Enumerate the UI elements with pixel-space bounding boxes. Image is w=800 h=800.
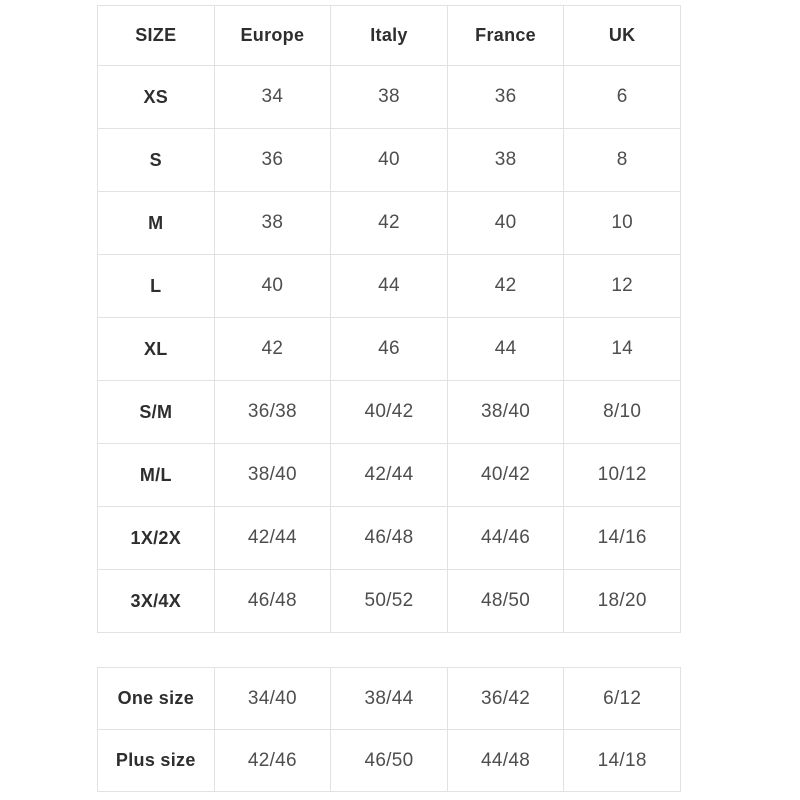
- cell-uk: 18/20: [563, 569, 681, 633]
- column-header-size: SIZE: [97, 5, 215, 66]
- column-header-italy: Italy: [330, 5, 448, 66]
- cell-europe: 36/38: [213, 380, 332, 444]
- row-label: One size: [97, 667, 215, 730]
- row-label: XL: [97, 317, 215, 381]
- cell-france: 44/46: [446, 506, 565, 570]
- cell-italy: 44: [330, 254, 448, 318]
- table-row-s: S 36 40 38 8: [97, 128, 681, 192]
- cell-france: 36: [446, 65, 565, 129]
- table-row-xs: XS 34 38 36 6: [97, 65, 681, 129]
- cell-france: 38: [446, 128, 565, 192]
- table-row-3x-4x: 3X/4X 46/48 50/52 48/50 18/20: [97, 569, 681, 633]
- cell-italy: 50/52: [330, 569, 448, 633]
- cell-uk: 14/18: [563, 729, 681, 792]
- cell-france: 44/48: [446, 729, 565, 792]
- column-header-france: France: [446, 5, 565, 66]
- cell-italy: 38/44: [330, 667, 448, 730]
- cell-uk: 8/10: [563, 380, 681, 444]
- cell-france: 38/40: [446, 380, 565, 444]
- cell-europe: 38/40: [213, 443, 332, 507]
- row-label: L: [97, 254, 215, 318]
- row-label: M/L: [97, 443, 215, 507]
- cell-uk: 6: [563, 65, 681, 129]
- cell-europe: 42/44: [213, 506, 332, 570]
- cell-italy: 46/50: [330, 729, 448, 792]
- cell-france: 40/42: [446, 443, 565, 507]
- cell-france: 40: [446, 191, 565, 255]
- row-label: 3X/4X: [97, 569, 215, 633]
- table-row-plus-size: Plus size 42/46 46/50 44/48 14/18: [97, 729, 681, 792]
- row-label: M: [97, 191, 215, 255]
- row-label: 1X/2X: [97, 506, 215, 570]
- cell-france: 44: [446, 317, 565, 381]
- cell-italy: 40: [330, 128, 448, 192]
- cell-france: 36/42: [446, 667, 565, 730]
- cell-uk: 14/16: [563, 506, 681, 570]
- table-row-l: L 40 44 42 12: [97, 254, 681, 318]
- table-row-m-l: M/L 38/40 42/44 40/42 10/12: [97, 443, 681, 507]
- cell-uk: 10: [563, 191, 681, 255]
- cell-italy: 42/44: [330, 443, 448, 507]
- column-header-europe: Europe: [213, 5, 332, 66]
- cell-uk: 10/12: [563, 443, 681, 507]
- special-sizes-table: One size 34/40 38/44 36/42 6/12 Plus siz…: [97, 667, 681, 792]
- cell-italy: 38: [330, 65, 448, 129]
- cell-europe: 34/40: [213, 667, 332, 730]
- cell-europe: 46/48: [213, 569, 332, 633]
- size-conversion-table: SIZE Europe Italy France UK XS 34 38 36 …: [97, 5, 681, 633]
- row-label: S: [97, 128, 215, 192]
- row-label: S/M: [97, 380, 215, 444]
- column-header-uk: UK: [563, 5, 681, 66]
- table-row-s-m: S/M 36/38 40/42 38/40 8/10: [97, 380, 681, 444]
- table-row-one-size: One size 34/40 38/44 36/42 6/12: [97, 667, 681, 730]
- cell-europe: 38: [213, 191, 332, 255]
- cell-france: 42: [446, 254, 565, 318]
- cell-uk: 8: [563, 128, 681, 192]
- cell-italy: 46: [330, 317, 448, 381]
- table-row-m: M 38 42 40 10: [97, 191, 681, 255]
- cell-europe: 42: [213, 317, 332, 381]
- cell-italy: 42: [330, 191, 448, 255]
- row-label: XS: [97, 65, 215, 129]
- cell-europe: 36: [213, 128, 332, 192]
- row-label: Plus size: [97, 729, 215, 792]
- cell-italy: 46/48: [330, 506, 448, 570]
- cell-italy: 40/42: [330, 380, 448, 444]
- cell-uk: 14: [563, 317, 681, 381]
- table-header-row: SIZE Europe Italy France UK: [97, 5, 681, 66]
- cell-uk: 12: [563, 254, 681, 318]
- table-row-xl: XL 42 46 44 14: [97, 317, 681, 381]
- cell-france: 48/50: [446, 569, 565, 633]
- cell-europe: 42/46: [213, 729, 332, 792]
- cell-europe: 40: [213, 254, 332, 318]
- table-row-1x-2x: 1X/2X 42/44 46/48 44/46 14/16: [97, 506, 681, 570]
- cell-europe: 34: [213, 65, 332, 129]
- cell-uk: 6/12: [563, 667, 681, 730]
